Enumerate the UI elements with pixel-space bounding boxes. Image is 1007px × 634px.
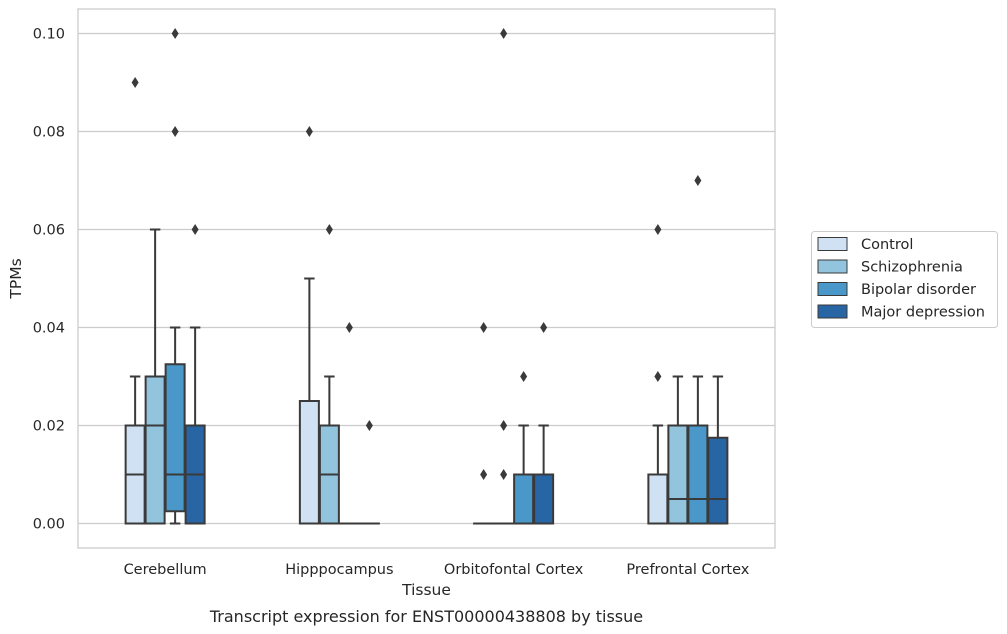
outlier-point: [520, 371, 528, 382]
y-tick-label: 0.04: [33, 321, 65, 337]
y-tick-labels: 0.00 0.02 0.04 0.06 0.08 0.10: [33, 27, 65, 533]
legend-swatch: [817, 259, 848, 274]
chart-caption: Transcript expression for ENST0000043880…: [209, 607, 643, 626]
box-schizophrenia-orbitofontal-cortex: [493, 28, 515, 525]
x-tick-labels: Cerebellum Hipppocampus Orbitofontal Corte…: [124, 562, 750, 578]
x-axis-label: Tissue: [401, 581, 451, 599]
iqr-box: [687, 424, 709, 525]
legend-frame: [811, 231, 998, 328]
box-schizophrenia-hipppocampus: [318, 224, 340, 525]
legend-item-control: Control: [817, 237, 913, 253]
y-tick-label: 0.06: [33, 223, 65, 239]
y-axis-label: TPMs: [7, 258, 25, 299]
plot-area-frame: [77, 8, 776, 549]
outlier-point: [694, 175, 702, 186]
box-major-depression-orbitofontal-cortex: [533, 322, 555, 525]
legend-swatch: [817, 282, 848, 296]
outlier-point: [171, 126, 179, 137]
outlier-point: [540, 322, 548, 333]
iqr-box: [647, 473, 669, 525]
box-bipolar-disorder-orbitofontal-cortex: [513, 371, 535, 525]
box-control-orbitofontal-cortex: [473, 322, 495, 525]
iqr-box: [144, 375, 166, 525]
box-control-hipppocampus: [298, 126, 320, 525]
outlier-point: [191, 224, 199, 235]
iqr-box: [298, 400, 320, 525]
legend-label: Control: [861, 237, 913, 253]
box-major-depression-prefrontal-cortex: [707, 375, 729, 525]
x-tick-label-cerebellum: Cerebellum: [124, 562, 207, 578]
box-bipolar-disorder-hipppocampus: [338, 322, 360, 525]
x-tick-label-prefrontal-cortex: Prefrontal Cortex: [626, 562, 749, 578]
box-schizophrenia-cerebellum: [144, 228, 166, 525]
legend-label: Bipolar disorder: [861, 282, 976, 298]
box-control-cerebellum: [124, 77, 146, 525]
box-major-depression-hipppocampus: [358, 420, 380, 525]
outlier-point: [480, 322, 488, 333]
iqr-box: [513, 473, 535, 525]
outlier-point: [365, 420, 373, 431]
outlier-point: [480, 469, 488, 480]
outlier-point: [325, 224, 333, 235]
legend-swatch: [817, 237, 848, 251]
legend-label: Schizophrenia: [861, 260, 963, 276]
legend-label: Major depression: [861, 305, 985, 321]
legend-item-schizophrenia: Schizophrenia: [817, 259, 963, 276]
outlier-point: [171, 28, 179, 39]
outlier-point: [500, 28, 508, 39]
legend-item-bipolar-disorder: Bipolar disorder: [817, 282, 976, 298]
legend-swatch: [817, 304, 848, 319]
iqr-box: [707, 436, 729, 525]
box-major-depression-cerebellum: [184, 224, 206, 525]
box-control-prefrontal-cortex: [647, 224, 669, 525]
legend: Control Schizophrenia Bipolar disorder Majo…: [811, 231, 998, 328]
iqr-box: [164, 363, 186, 513]
y-tick-label: 0.08: [33, 125, 65, 141]
outlier-point: [654, 224, 662, 235]
outlier-point: [500, 420, 508, 431]
iqr-box: [667, 424, 689, 525]
outlier-point: [305, 126, 313, 137]
outlier-point: [500, 469, 508, 480]
y-tick-label: 0.00: [33, 517, 65, 533]
x-tick-label-orbitofontal-cortex: Orbitofontal Cortex: [444, 562, 584, 578]
legend-item-major-depression: Major depression: [817, 304, 985, 321]
box-bipolar-disorder-cerebellum: [164, 28, 186, 525]
outlier-point: [654, 371, 662, 382]
outlier-point: [345, 322, 353, 333]
y-tick-label: 0.10: [33, 27, 65, 43]
box-schizophrenia-prefrontal-cortex: [667, 375, 689, 525]
box-plot-series: [124, 28, 729, 525]
y-tick-label: 0.02: [33, 419, 65, 435]
box-bipolar-disorder-prefrontal-cortex: [687, 175, 709, 525]
x-tick-label-hipppocampus: Hipppocampus: [285, 562, 393, 578]
outlier-point: [131, 77, 139, 88]
iqr-box: [533, 473, 555, 525]
